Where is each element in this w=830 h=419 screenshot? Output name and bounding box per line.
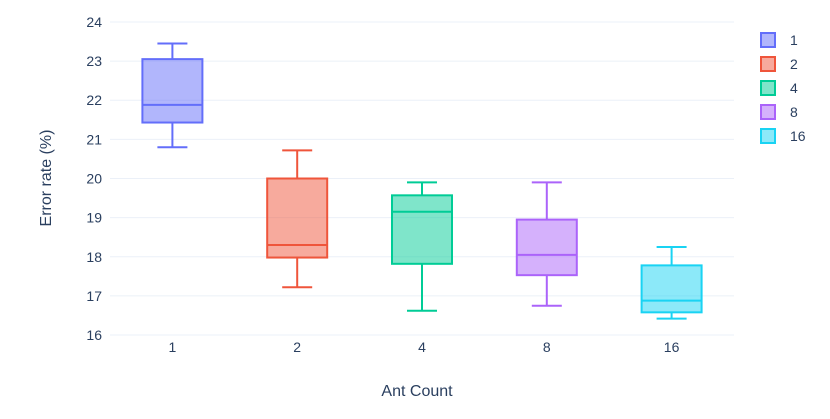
legend-item-2[interactable]: 2 — [760, 56, 798, 72]
legend-label: 2 — [790, 56, 798, 72]
x-tick-labels: 1 2 4 8 16 — [169, 339, 680, 355]
legend[interactable]: 1 2 4 8 16 — [760, 32, 806, 144]
iqr-box — [391, 194, 453, 265]
y-tick-label: 21 — [86, 131, 102, 147]
y-tick-label: 16 — [86, 327, 102, 343]
legend-swatch — [760, 104, 776, 120]
box-trace-2[interactable] — [266, 149, 329, 289]
iqr-box — [640, 264, 703, 314]
y-tick-label: 23 — [86, 53, 102, 69]
legend-label: 16 — [790, 128, 806, 144]
legend-item-16[interactable]: 16 — [760, 128, 806, 144]
y-tick-label: 17 — [86, 288, 102, 304]
legend-label: 1 — [790, 32, 798, 48]
legend-label: 4 — [790, 80, 798, 96]
box-trace-16[interactable] — [640, 245, 703, 320]
x-tick-label: 2 — [293, 339, 301, 355]
x-tick-label: 4 — [418, 339, 426, 355]
legend-item-1[interactable]: 1 — [760, 32, 798, 48]
x-tick-label: 1 — [169, 339, 177, 355]
x-axis-title: Ant Count — [381, 383, 453, 400]
y-tick-label: 19 — [86, 210, 102, 226]
box-trace-4[interactable] — [391, 181, 453, 312]
x-tick-label: 8 — [543, 339, 551, 355]
legend-swatch — [760, 128, 776, 144]
grid-lines — [110, 21, 734, 336]
box-traces — [141, 42, 703, 320]
y-tick-label: 24 — [86, 14, 102, 30]
iqr-box — [515, 218, 578, 277]
legend-item-8[interactable]: 8 — [760, 104, 798, 120]
box-trace-8[interactable] — [515, 181, 578, 307]
legend-swatch — [760, 80, 776, 96]
legend-swatch — [760, 32, 776, 48]
iqr-box — [141, 58, 204, 124]
box-trace-1[interactable] — [141, 42, 204, 149]
legend-swatch — [760, 56, 776, 72]
y-tick-label: 18 — [86, 249, 102, 265]
legend-label: 8 — [790, 104, 798, 120]
x-tick-label: 16 — [664, 339, 680, 355]
y-tick-label: 20 — [86, 171, 102, 187]
y-axis-title: Error rate (%) — [38, 130, 55, 227]
y-tick-label: 22 — [86, 92, 102, 108]
y-tick-labels: 16 17 18 19 20 21 22 23 24 — [86, 14, 102, 343]
legend-item-4[interactable]: 4 — [760, 80, 798, 96]
